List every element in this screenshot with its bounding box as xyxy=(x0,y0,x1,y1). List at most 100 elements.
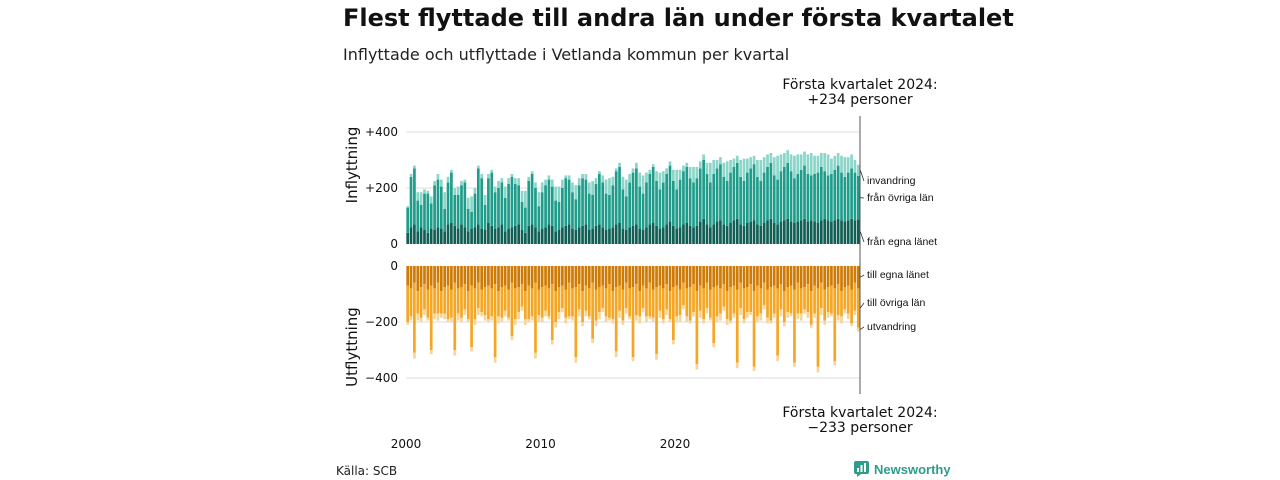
inflow-axis-label: Inflyttning xyxy=(343,127,361,204)
outflow-bar-2 xyxy=(581,322,584,327)
outflow-bar-0 xyxy=(598,266,601,287)
inflow-bar-2 xyxy=(833,155,837,170)
inflow-bar-1 xyxy=(651,167,655,223)
outflow-bar-2 xyxy=(843,309,847,314)
outflow-bar-1 xyxy=(772,285,776,314)
outflow-bar-1 xyxy=(614,287,618,352)
inflow-bar-2 xyxy=(537,192,541,207)
outflow-bar-2 xyxy=(436,313,440,321)
inflow-bar-0 xyxy=(816,223,820,244)
inflow-bar-1 xyxy=(581,178,584,226)
outflow-bar-0 xyxy=(715,266,719,286)
inflow-bar-1 xyxy=(554,200,557,232)
inflow-bar-0 xyxy=(503,231,507,244)
inflow-bar-1 xyxy=(695,178,699,226)
chart-title: Flest flyttade till andra län under förs… xyxy=(343,4,1014,32)
inflow-bar-0 xyxy=(742,225,746,244)
inflow-bar-2 xyxy=(709,162,712,183)
inflow-bar-1 xyxy=(416,200,420,232)
outflow-bar-2 xyxy=(722,306,726,311)
outflow-bar-1 xyxy=(483,287,487,315)
outflow-bar-2 xyxy=(561,308,564,313)
inflow-bar-2 xyxy=(782,153,786,167)
inflow-bar-2 xyxy=(766,154,769,167)
inflow-bar-1 xyxy=(524,207,527,233)
outflow-bar-2 xyxy=(688,320,692,324)
outflow-bar-1 xyxy=(819,282,823,308)
outflow-bar-0 xyxy=(571,266,574,289)
outflow-bar-1 xyxy=(742,288,746,320)
outflow-bar-1 xyxy=(651,289,655,318)
inflow-bar-0 xyxy=(561,227,564,244)
inflow-bar-2 xyxy=(668,161,672,166)
inflow-bar-1 xyxy=(567,179,571,225)
inflow-bar-1 xyxy=(856,175,860,220)
inflow-bar-0 xyxy=(638,228,642,244)
inflow-bar-1 xyxy=(850,168,853,219)
outflow-bar-1 xyxy=(470,285,473,348)
outflow-bar-0 xyxy=(840,266,843,292)
outflow-bar-0 xyxy=(688,266,692,287)
outflow-bar-1 xyxy=(416,291,420,314)
inflow-bar-2 xyxy=(843,157,847,177)
inflow-bar-1 xyxy=(520,202,524,230)
outflow-bar-0 xyxy=(624,266,628,283)
outflow-bar-0 xyxy=(769,266,773,287)
outflow-bar-0 xyxy=(581,266,584,292)
outflow-bar-1 xyxy=(695,291,699,364)
inflow-bar-1 xyxy=(685,167,689,223)
outflow-bar-0 xyxy=(446,266,450,286)
inflow-bar-1 xyxy=(688,178,692,226)
outflow-bar-0 xyxy=(799,266,803,289)
inflow-bar-2 xyxy=(712,160,716,174)
source-note: Källa: SCB xyxy=(336,464,398,478)
outflow-bar-1 xyxy=(705,282,709,308)
outflow-bar-1 xyxy=(493,284,497,357)
inflow-series-label: från övriga län xyxy=(867,192,934,204)
inflow-bar-2 xyxy=(587,182,591,194)
inflow-bar-2 xyxy=(544,179,547,186)
inflow-bar-1 xyxy=(594,183,598,226)
outflow-bar-2 xyxy=(493,357,497,363)
outflow-bar-1 xyxy=(577,284,581,310)
inflow-bar-2 xyxy=(476,165,480,169)
outflow-bar-2 xyxy=(672,340,675,345)
inflow-bar-1 xyxy=(493,192,497,229)
inflow-bar-1 xyxy=(840,172,843,221)
brand-logo[interactable]: Newsworthy xyxy=(854,461,951,477)
outflow-bar-0 xyxy=(705,266,709,283)
outflow-bar-1 xyxy=(601,285,605,308)
inflow-bar-1 xyxy=(648,174,652,225)
outflow-bar-1 xyxy=(836,284,840,315)
outflow-bar-0 xyxy=(746,266,749,287)
outflow-bar-1 xyxy=(688,287,692,321)
outflow-bar-1 xyxy=(561,285,564,308)
outflow-bar-0 xyxy=(550,266,554,285)
inflow-bar-2 xyxy=(530,171,534,174)
inflow-tick-label: 0 xyxy=(390,237,398,251)
outflow-bar-0 xyxy=(661,266,665,289)
newsworthy-logo-icon xyxy=(854,461,869,477)
inflow-bar-1 xyxy=(661,182,665,228)
outflow-bar-1 xyxy=(641,285,645,308)
outflow-bar-2 xyxy=(537,315,541,322)
outflow-bar-0 xyxy=(534,266,537,283)
outflow-bar-1 xyxy=(453,282,457,350)
outflow-bar-2 xyxy=(816,366,820,373)
outflow-bar-0 xyxy=(846,266,850,286)
outflow-bar-2 xyxy=(665,309,668,315)
outflow-bar-0 xyxy=(426,266,430,290)
inflow-bar-0 xyxy=(413,224,416,244)
outflow-bar-2 xyxy=(450,317,453,322)
outflow-bar-1 xyxy=(591,282,594,339)
outflow-bar-1 xyxy=(584,285,588,311)
outflow-bar-1 xyxy=(698,285,702,311)
outflow-bar-2 xyxy=(819,308,823,315)
inflow-bar-2 xyxy=(648,169,652,174)
inflow-bar-2 xyxy=(554,186,557,201)
inflow-bar-0 xyxy=(439,228,443,244)
outflow-bar-1 xyxy=(500,287,504,318)
outflow-bar-0 xyxy=(608,266,611,285)
inflow-bar-0 xyxy=(752,220,756,244)
inflow-bar-2 xyxy=(487,174,490,179)
